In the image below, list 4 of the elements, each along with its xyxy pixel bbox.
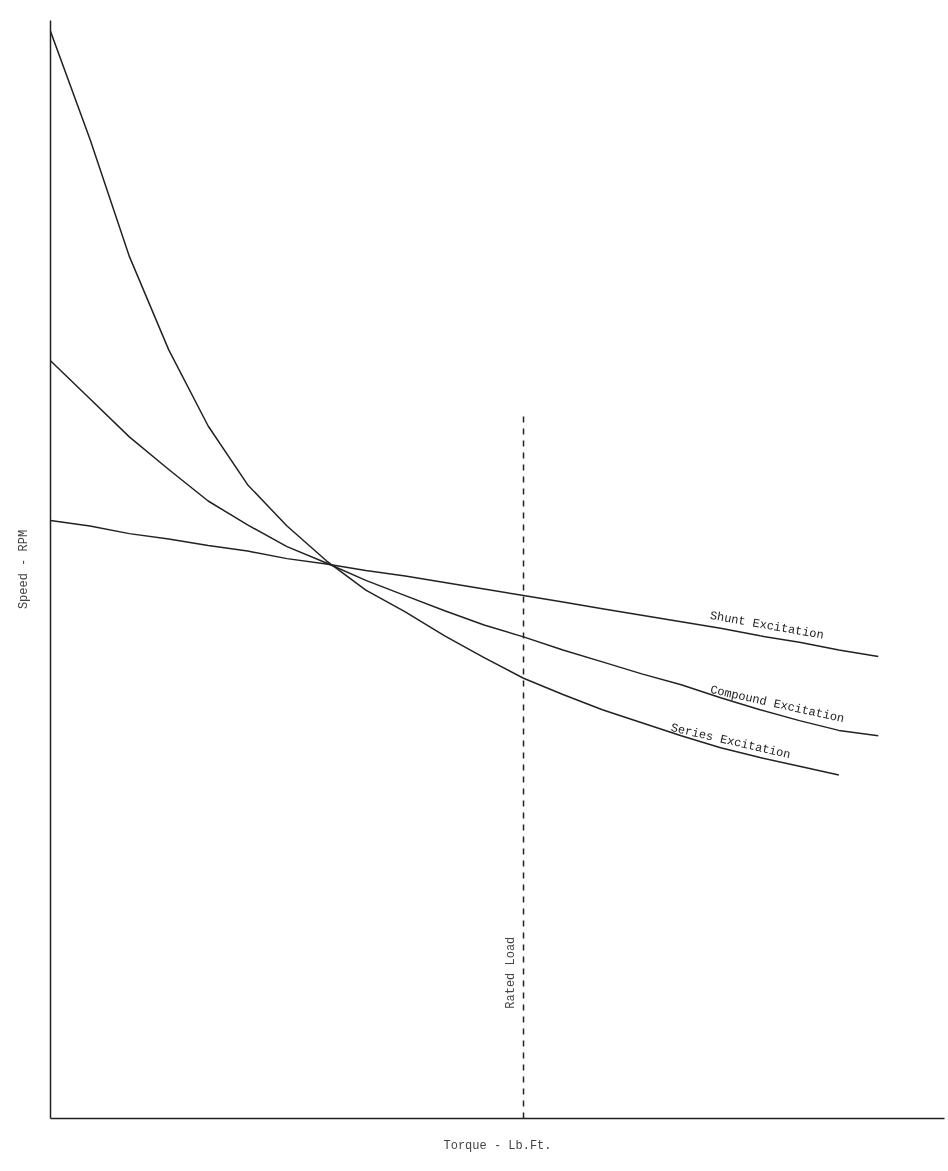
annotation: Rated Load	[503, 936, 518, 1009]
x-axis-title: Torque - Lb.Ft.	[443, 1138, 552, 1153]
y-axis-title: Speed - RPM	[16, 529, 31, 610]
text: Shunt Excitation	[708, 608, 825, 643]
